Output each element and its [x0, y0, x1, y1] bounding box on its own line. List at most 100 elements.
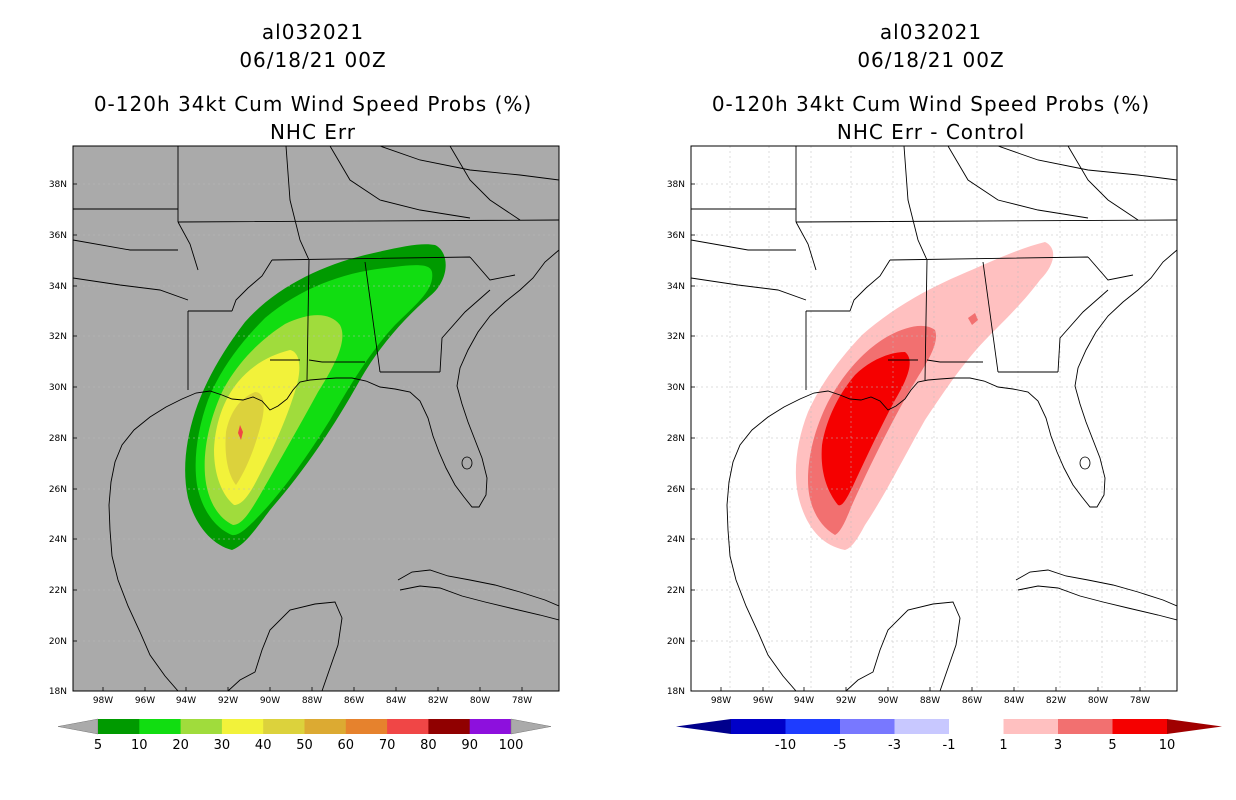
left-lat-label: 22N	[49, 586, 67, 596]
right-colorbar-segment	[731, 719, 786, 734]
left-colorbar-label: 20	[172, 738, 189, 753]
left-colorbar-high-arrow	[510, 718, 552, 735]
right-map-panel	[690, 145, 1178, 692]
right-lat-label: 38N	[667, 180, 685, 190]
right-colorbar-label: -1	[943, 738, 956, 753]
right-colorbar-segment	[1112, 719, 1168, 734]
left-grid	[73, 183, 559, 642]
left-colorbar-label: 60	[338, 738, 355, 753]
right-lat-label: 28N	[667, 434, 685, 444]
left-colorbar-segment	[469, 719, 512, 734]
right-lat-label: 22N	[667, 586, 685, 596]
right-difference-field	[795, 242, 1054, 550]
right-grid	[691, 146, 1177, 691]
left-lon-label: 90W	[260, 696, 280, 706]
left-lat-label: 32N	[49, 332, 67, 342]
left-probability-field	[185, 244, 446, 550]
right-lat-label: 36N	[667, 231, 685, 241]
right-lat-label: 18N	[667, 687, 685, 697]
left-colorbar-label: 40	[255, 738, 272, 753]
left-lat-label: 26N	[49, 485, 67, 495]
right-lat-label: 26N	[667, 485, 685, 495]
left-colorbar-label: 80	[420, 738, 437, 753]
left-colorbar-label: 90	[461, 738, 478, 753]
left-lat-label: 20N	[49, 637, 67, 647]
right-lon-label: 80W	[1088, 696, 1108, 706]
left-colorbar-label: 30	[214, 738, 231, 753]
left-colorbar-segment	[304, 719, 347, 734]
right-storm-id: al032021	[879, 20, 983, 44]
left-colorbar-segment	[345, 719, 388, 734]
right-colorbar-segment	[840, 719, 895, 734]
left-title: 0-120h 34kt Cum Wind Speed Probs (%)	[93, 92, 533, 116]
left-colorbar-segment	[387, 719, 429, 734]
left-lon-label: 92W	[218, 696, 238, 706]
left-lat-label: 18N	[49, 687, 67, 697]
right-lon-label: 82W	[1046, 696, 1066, 706]
right-colorbar-label: 5	[1108, 738, 1116, 753]
left-colorbar-label: 70	[379, 738, 396, 753]
left-colorbar-label: 10	[131, 738, 148, 753]
left-colorbar-label: 50	[296, 738, 313, 753]
left-colorbar-label: 5	[94, 738, 102, 753]
right-lon-label: 92W	[836, 696, 856, 706]
right-lon-label: 98W	[711, 696, 731, 706]
right-colorbar-label: 10	[1159, 738, 1176, 753]
right-lat-label: 32N	[667, 332, 685, 342]
right-colorbar-label: -5	[834, 738, 847, 753]
left-colorbar-segment	[98, 719, 140, 734]
right-colorbar-high-arrow	[1167, 719, 1222, 734]
left-lat-label: 28N	[49, 434, 67, 444]
right-subtitle: NHC Err - Control	[836, 120, 1026, 144]
right-colorbar-segment	[949, 719, 1004, 734]
left-colorbar-segment	[221, 719, 264, 734]
left-lon-label: 98W	[93, 696, 113, 706]
left-lat-label: 24N	[49, 535, 67, 545]
right-datetime: 06/18/21 00Z	[857, 48, 1005, 72]
right-colorbar-label: -3	[888, 738, 901, 753]
left-lon-label: 96W	[135, 696, 155, 706]
left-lon-label: 78W	[512, 696, 532, 706]
left-colorbar-segment	[263, 719, 305, 734]
right-lat-label: 34N	[667, 282, 685, 292]
right-title: 0-120h 34kt Cum Wind Speed Probs (%)	[711, 92, 1151, 116]
left-lon-label: 88W	[302, 696, 322, 706]
right-lat-label: 20N	[667, 637, 685, 647]
left-colorbar-segment	[180, 719, 223, 734]
right-lon-label: 78W	[1130, 696, 1150, 706]
right-colorbar-label: -10	[775, 738, 796, 753]
left-lat-label: 34N	[49, 282, 67, 292]
right-lon-label: 90W	[878, 696, 898, 706]
right-colorbar-segment	[1058, 719, 1113, 734]
right-lon-label: 94W	[794, 696, 814, 706]
left-colorbar-low-arrow	[57, 718, 99, 735]
right-map-frame	[690, 145, 1178, 692]
left-colorbar-segment	[428, 719, 471, 734]
right-lon-label: 86W	[962, 696, 982, 706]
right-lat-label: 24N	[667, 535, 685, 545]
left-lat-label: 36N	[49, 231, 67, 241]
right-colorbar-segment	[785, 719, 841, 734]
left-lat-label: 30N	[49, 383, 67, 393]
right-lon-label: 84W	[1004, 696, 1024, 706]
left-subtitle: NHC Err	[269, 120, 357, 144]
left-map-panel	[72, 145, 560, 692]
left-lon-label: 82W	[428, 696, 448, 706]
left-colorbar-segment	[139, 719, 182, 734]
right-colorbar-label: 1	[999, 738, 1007, 753]
right-lon-label: 88W	[920, 696, 940, 706]
right-colorbar-label: 3	[1054, 738, 1062, 753]
right-lat-label: 30N	[667, 383, 685, 393]
left-storm-id: al032021	[261, 20, 365, 44]
left-lat-label: 38N	[49, 180, 67, 190]
left-lon-label: 80W	[470, 696, 490, 706]
colorbars: 5 10 20 30 40 50 60 70 80 90 100 -10 -5 -3 -1 1 3 5 10	[57, 718, 1222, 753]
axis-labels: 38N 36N 34N 32N 30N 28N 26N 24N 22N 20N 18N 98W 96W 9…	[49, 180, 1150, 706]
right-colorbar-segment	[1003, 719, 1059, 734]
left-lon-label: 94W	[176, 696, 196, 706]
left-datetime: 06/18/21 00Z	[239, 48, 387, 72]
right-lon-label: 96W	[753, 696, 773, 706]
left-colorbar-label: 100	[499, 738, 524, 753]
left-map-frame	[72, 145, 560, 692]
